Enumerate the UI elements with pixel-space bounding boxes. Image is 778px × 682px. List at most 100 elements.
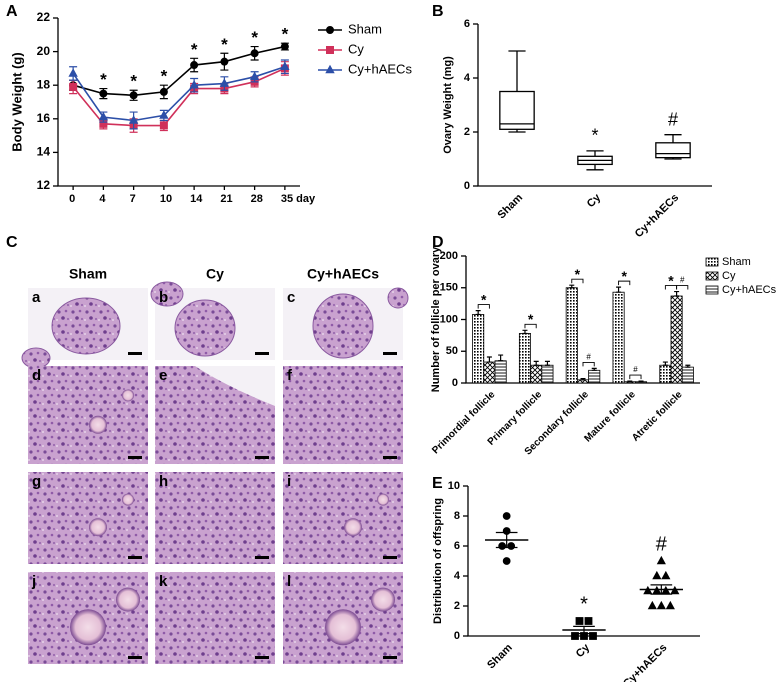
marker xyxy=(159,110,169,119)
x-tick-label: Cy+hAECs xyxy=(621,642,669,682)
marker xyxy=(507,542,516,550)
legend-label: Cy xyxy=(722,270,736,282)
y-tick-label: 12 xyxy=(37,178,51,192)
bar xyxy=(612,291,625,384)
tissue xyxy=(28,472,148,564)
x-tick-label: 14 xyxy=(190,193,203,205)
y-tick-label: 2 xyxy=(454,600,460,612)
marker xyxy=(220,57,229,66)
image-label: e xyxy=(159,367,167,384)
ovary xyxy=(387,287,409,309)
scale-bar xyxy=(255,656,269,659)
tissue xyxy=(155,472,275,564)
image-label: g xyxy=(32,473,41,490)
legend-label: Sham xyxy=(348,21,382,36)
histology-image: a xyxy=(21,288,148,369)
marker xyxy=(589,632,597,640)
marker xyxy=(219,78,230,87)
legend-label: Cy+hAECs xyxy=(722,284,777,296)
marker xyxy=(98,111,109,121)
bracket xyxy=(524,323,537,329)
scale-bar xyxy=(255,352,269,355)
bar xyxy=(530,364,543,384)
scale-bar xyxy=(128,456,142,459)
follicle xyxy=(122,493,134,506)
panel-label: D xyxy=(432,234,444,251)
x-tick-label: Primordial follicle xyxy=(430,389,497,456)
marker xyxy=(575,617,584,625)
histology-image: j xyxy=(28,572,148,664)
y-tick-label: 0 xyxy=(464,180,470,192)
error-bar xyxy=(569,284,575,289)
y-tick-label: 200 xyxy=(440,250,458,262)
series-line xyxy=(72,67,286,127)
bar xyxy=(494,360,507,384)
panel-label: C xyxy=(6,234,18,251)
significance: * xyxy=(621,268,627,284)
tissue xyxy=(28,366,148,464)
tissue xyxy=(155,572,275,664)
ovary xyxy=(150,281,184,307)
legend-label: Cy+hAECs xyxy=(348,61,412,76)
x-tick-label: 0 xyxy=(69,193,75,205)
marker xyxy=(656,600,666,610)
significance: * xyxy=(668,272,674,288)
x-tick-label: 21 xyxy=(220,193,232,205)
marker xyxy=(159,121,168,130)
scale-bar xyxy=(255,556,269,559)
column-title: Cy xyxy=(206,266,224,282)
significance: * xyxy=(575,266,581,282)
significance: * xyxy=(221,35,228,54)
marker xyxy=(571,632,579,640)
marker xyxy=(159,87,168,96)
series-line xyxy=(72,45,286,97)
histology-image: c xyxy=(283,287,409,360)
panel-label: E xyxy=(432,475,443,492)
bracket xyxy=(571,278,584,284)
x-tick-label: 28 xyxy=(251,193,263,205)
histology-image: b xyxy=(150,281,275,360)
ovary xyxy=(21,347,51,369)
marker xyxy=(665,600,675,610)
error-bar xyxy=(674,290,680,297)
y-tick-label: 150 xyxy=(440,282,458,294)
bar xyxy=(681,366,694,384)
image-label: k xyxy=(159,573,168,590)
series-line xyxy=(72,65,286,122)
scale-bar xyxy=(383,656,397,659)
marker xyxy=(68,68,78,77)
significance: # xyxy=(668,109,678,129)
legend-swatch xyxy=(705,271,719,281)
image-label: i xyxy=(287,473,291,490)
marker xyxy=(128,115,139,124)
y-tick-label: 4 xyxy=(454,570,461,582)
scale-bar xyxy=(383,352,397,355)
bar xyxy=(541,364,554,384)
bar xyxy=(518,333,531,384)
marker xyxy=(661,585,671,595)
error-bar xyxy=(486,356,492,363)
histology-image: g xyxy=(28,472,148,564)
x-tick-label: Cy xyxy=(574,641,593,660)
marker xyxy=(652,570,662,580)
significance: * xyxy=(130,72,137,91)
bracket xyxy=(676,285,689,290)
marker xyxy=(129,91,138,100)
bracket xyxy=(629,374,642,380)
significance: * xyxy=(191,40,198,59)
y-tick-label: 0 xyxy=(454,630,460,642)
bar xyxy=(483,361,496,384)
image-label: j xyxy=(31,573,36,590)
marker xyxy=(326,26,334,34)
follicle xyxy=(325,609,361,646)
bar xyxy=(588,369,601,384)
significance: # xyxy=(656,533,668,555)
marker xyxy=(656,555,666,565)
bar xyxy=(659,364,672,384)
slide-edge xyxy=(155,366,275,406)
tissue xyxy=(283,366,403,464)
error-bar xyxy=(580,377,586,381)
x-tick-label: 7 xyxy=(130,193,136,205)
histology-image: d xyxy=(28,366,148,464)
